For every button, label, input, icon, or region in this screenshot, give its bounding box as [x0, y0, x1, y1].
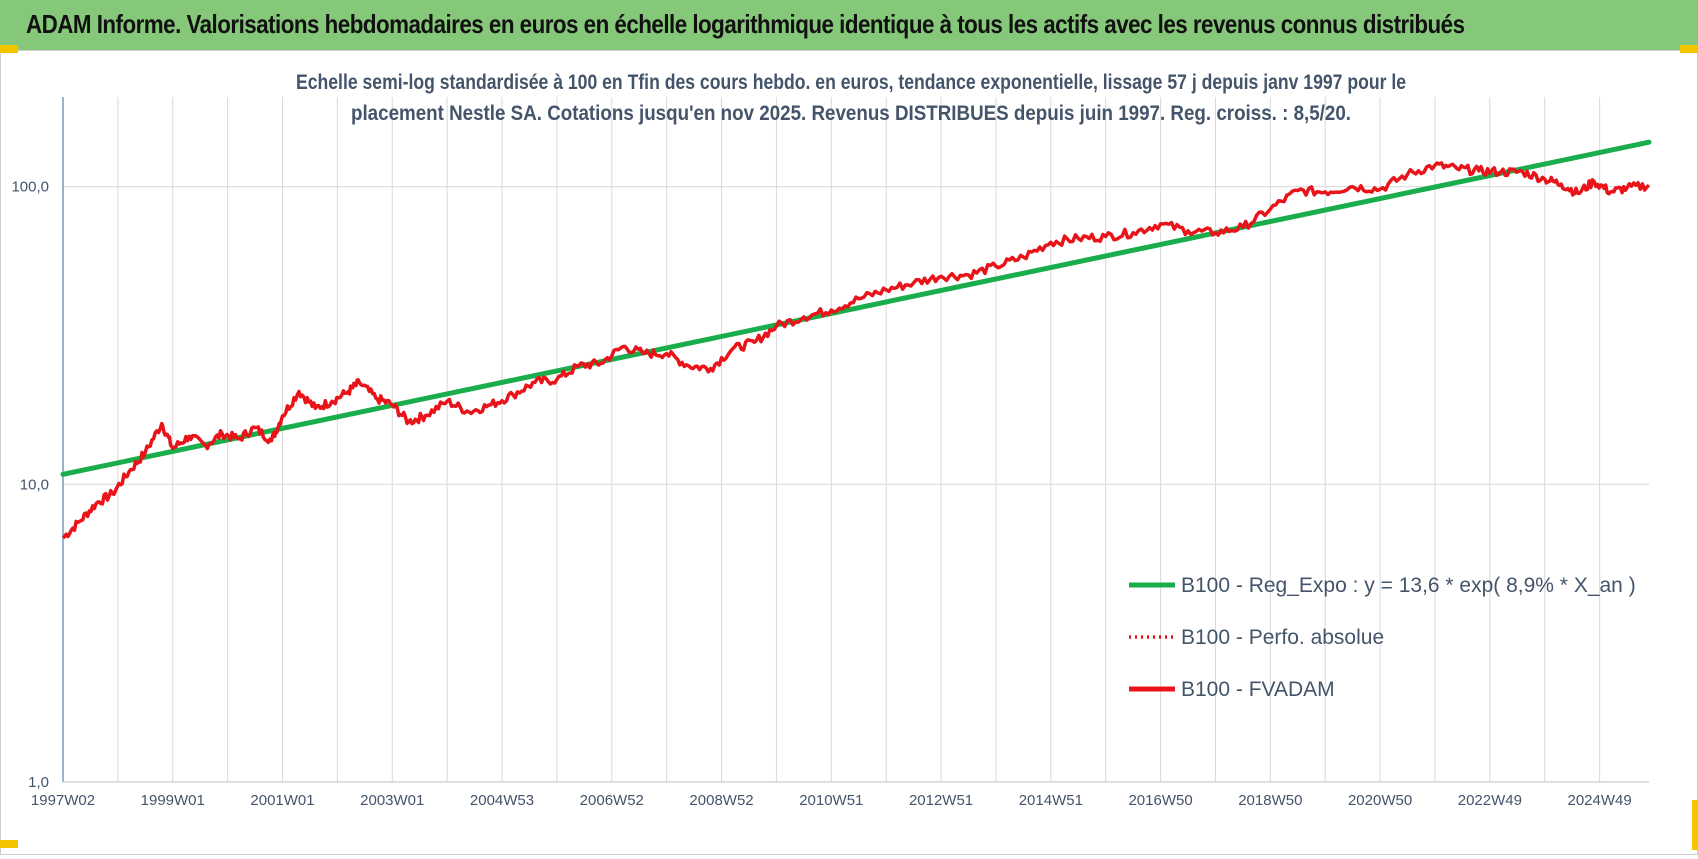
x-tick-label: 2022W49: [1458, 792, 1522, 809]
corner-mark-bottom-right: [1692, 800, 1698, 850]
corner-mark-left: [0, 45, 18, 53]
x-tick-label: 2014W51: [1019, 792, 1083, 809]
x-tick-label: 2001W01: [250, 792, 314, 809]
x-tick-label: 2004W53: [470, 792, 534, 809]
x-tick-label: 2008W52: [689, 792, 753, 809]
legend-label-3: B100 - FVADAM: [1181, 678, 1335, 701]
banner-title: ADAM Informe. Valorisations hebdomadaire…: [26, 9, 1465, 39]
chart-title-line-1: Echelle semi-log standardisée à 100 en T…: [296, 71, 1406, 94]
y-tick-label: 1,0: [28, 774, 49, 791]
series-layer: [60, 139, 1652, 540]
legend-label-2: B100 - Perfo. absolue: [1181, 626, 1384, 649]
series-reg-expo-line: [60, 139, 1652, 477]
x-tick-label: 2012W51: [909, 792, 973, 809]
series-fvadam-line: [61, 161, 1651, 540]
x-tick-label: 2018W50: [1238, 792, 1302, 809]
corner-mark-bottom-left: [0, 840, 18, 848]
chart-title-line-2: placement Nestle SA. Cotations jusqu'en …: [351, 102, 1351, 125]
axis-layer: 1,0 10,0 100,0 1997W02 1999W01 2001W01 2003W01…: [11, 97, 1649, 809]
x-tick-label: 2024W49: [1567, 792, 1631, 809]
chart-title: Echelle semi-log standardisée à 100 en T…: [296, 71, 1406, 125]
x-tick-label: 1997W02: [31, 792, 95, 809]
x-tick-label: 2003W01: [360, 792, 424, 809]
x-tick-label: 2016W50: [1128, 792, 1192, 809]
x-tick-label: 2006W52: [580, 792, 644, 809]
x-tick-label: 1999W01: [141, 792, 205, 809]
header-banner: ADAM Informe. Valorisations hebdomadaire…: [0, 0, 1698, 51]
legend-label-1: B100 - Reg_Expo : y = 13,6 * exp( 8,9% *…: [1181, 574, 1636, 597]
x-tick-label: 2010W51: [799, 792, 863, 809]
legend: B100 - Reg_Expo : y = 13,6 * exp( 8,9% *…: [1129, 574, 1636, 701]
y-tick-label: 100,0: [11, 179, 49, 196]
y-tick-label: 10,0: [20, 476, 49, 493]
x-tick-label: 2020W50: [1348, 792, 1412, 809]
grid-layer: [62, 97, 1649, 783]
chart-area: 1,0 10,0 100,0 1997W02 1999W01 2001W01 2003W01…: [0, 50, 1698, 855]
corner-mark-right: [1680, 45, 1698, 53]
chart-svg: 1,0 10,0 100,0 1997W02 1999W01 2001W01 2003W01…: [11, 71, 1652, 809]
